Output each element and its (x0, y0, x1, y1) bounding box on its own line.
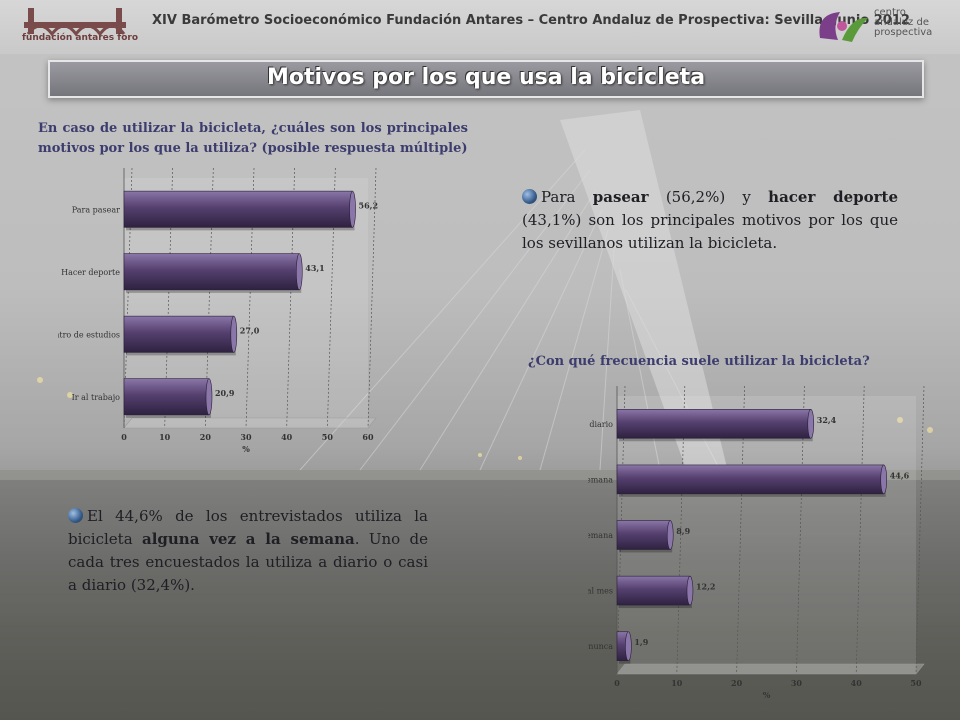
category-label: Nunca o casi nunca (588, 642, 613, 651)
tick-label: 10 (671, 678, 683, 688)
tick-label: 20 (731, 678, 743, 688)
plot-floor (123, 417, 377, 429)
value-label: 56,2 (359, 200, 378, 210)
bar (616, 575, 691, 606)
bar (616, 409, 812, 439)
page-header-title: XIV Barómetro Socioeconómico Fundación A… (152, 13, 910, 28)
tick-label: 0 (614, 678, 620, 688)
gridline (326, 167, 336, 429)
fundacion-antares-logo (24, 8, 126, 37)
x-axis-label: % (763, 690, 771, 700)
bar-cap (807, 409, 815, 439)
question-motivos: En caso de utilizar la bicicleta, ¿cuále… (38, 121, 468, 156)
logo-left-text: fundación antares foro (22, 33, 138, 43)
chart-motivos: 0 10 20 30 40 50 60% Para pasear 56,2 Hacer depor… (58, 167, 378, 452)
bar-cap (349, 190, 356, 228)
tick-label: 50 (322, 432, 334, 442)
note-frecuencia: El 44,6% de los entrevistados utiliza la… (68, 507, 428, 594)
category-label: Sólo los fines de semana (588, 531, 613, 540)
gridline (367, 167, 377, 429)
tick-label: 50 (910, 678, 922, 688)
x-axis-label: % (242, 444, 250, 452)
tick-label: 60 (362, 432, 374, 442)
tick-label: 30 (240, 432, 252, 442)
note-motivos: Para pasear (56,2%) y hacer deporte (43,… (522, 188, 898, 252)
tick-label: 20 (200, 432, 212, 442)
category-label: A diario/ casi a diario (588, 420, 613, 429)
plot-floor (616, 663, 925, 675)
gridline (855, 385, 865, 675)
tick-label: 40 (851, 678, 863, 688)
slide-title: Motivos por los que usa la bicicleta (266, 65, 706, 90)
bar (123, 190, 353, 228)
tick-label: 10 (159, 432, 171, 442)
bar (616, 520, 671, 550)
logo-right-text: centro andaluz de prospectiva (874, 7, 933, 38)
bullet-icon (68, 508, 83, 523)
bar (123, 315, 235, 353)
bar (123, 253, 300, 291)
value-label: 27,0 (240, 325, 260, 335)
bar-cap (295, 253, 303, 291)
bar-cap (625, 631, 632, 661)
bar-cap (666, 520, 674, 550)
title-banner: Motivos por los que usa la bicicleta (48, 60, 924, 98)
bar-cap (205, 378, 213, 416)
centro-andaluz-logo (819, 12, 868, 42)
header-bar: fundación antares foro XIV Barómetro Soc… (0, 0, 960, 54)
gridline (286, 167, 296, 429)
chart-frecuencia: 0 10 20 30 40 50% A diario/ casi a diario 32,4 A… (588, 385, 925, 700)
value-label: 12,2 (696, 582, 715, 592)
tick-label: 30 (791, 678, 803, 688)
category-label: Hacer deporte (61, 268, 120, 277)
value-label: 32,4 (817, 415, 837, 425)
tick-label: 0 (121, 432, 127, 442)
bar-cap (880, 464, 888, 495)
category-label: Alguna vez al mes (588, 587, 613, 596)
category-label: Ir al centro de estudios (58, 330, 120, 339)
question-frecuencia: ¿Con qué frecuencia suele utilizar la bi… (528, 354, 870, 369)
bar (616, 464, 885, 495)
bar-cap (230, 315, 238, 353)
value-label: 1,9 (634, 637, 648, 647)
value-label: 44,6 (890, 470, 910, 480)
bar (123, 378, 210, 416)
gridline (915, 385, 925, 675)
category-label: Para pasear (72, 205, 120, 214)
value-label: 43,1 (305, 263, 324, 273)
value-label: 20,9 (215, 388, 235, 398)
value-label: 8,9 (676, 526, 690, 536)
gridline (245, 167, 255, 429)
bar-cap (686, 575, 694, 606)
category-label: Alguna vez a la semana (588, 475, 613, 484)
tick-label: 40 (281, 432, 293, 442)
bullet-icon (522, 189, 537, 204)
category-label: Ir al trabajo (72, 393, 121, 402)
